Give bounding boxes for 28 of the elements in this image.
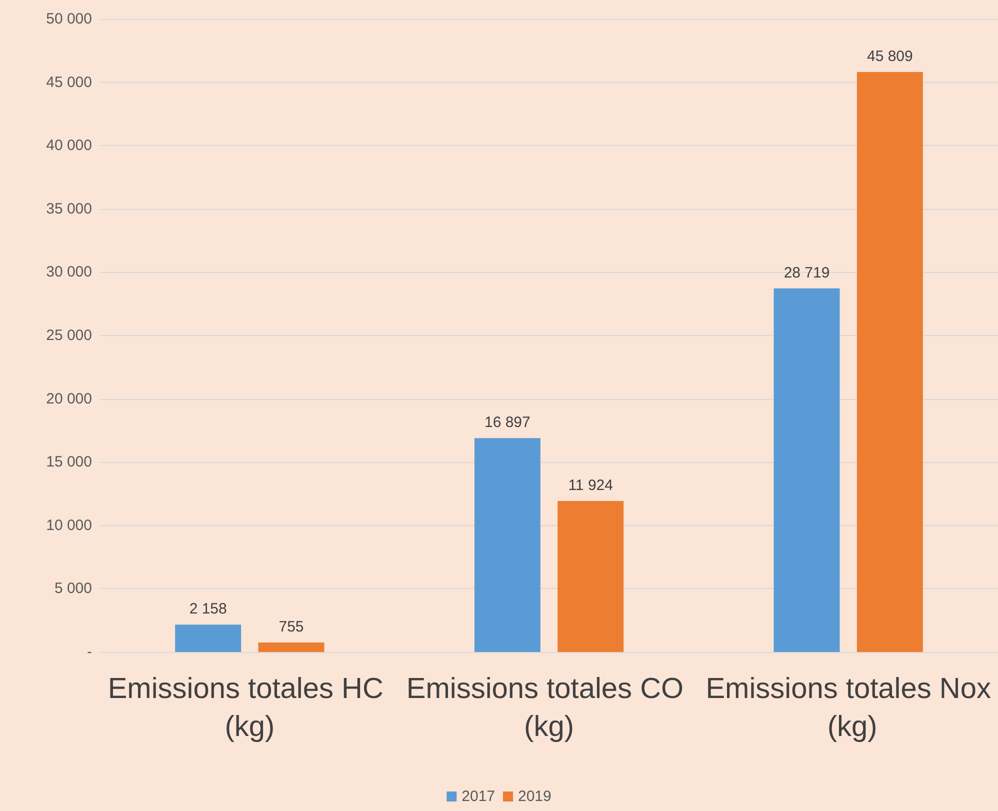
bar bbox=[474, 438, 540, 652]
bar bbox=[774, 288, 840, 652]
data-label: 45 809 bbox=[866, 48, 913, 66]
legend-label: 2019 bbox=[518, 788, 552, 805]
y-tick-label: 35 000 bbox=[46, 200, 92, 218]
y-tick-label: 20 000 bbox=[46, 390, 92, 408]
x-tick-label: Emissions totales Nox (kg) bbox=[706, 673, 992, 743]
bar bbox=[175, 624, 242, 652]
y-tick-label: - bbox=[87, 644, 92, 660]
y-tick-label: 25 000 bbox=[46, 327, 92, 344]
data-label: 2 158 bbox=[189, 600, 227, 618]
x-tick-label: Emissions totales HC (kg) bbox=[108, 673, 392, 743]
y-tick-label: 5 000 bbox=[54, 580, 92, 598]
legend-label: 2017 bbox=[462, 788, 496, 805]
data-label: 16 897 bbox=[484, 414, 530, 432]
y-tick-label: 30 000 bbox=[46, 264, 92, 281]
bar bbox=[558, 501, 624, 652]
data-label: 755 bbox=[278, 618, 304, 636]
bar bbox=[856, 72, 923, 652]
data-label: 28 719 bbox=[784, 264, 830, 282]
x-tick-label: Emissions totales CO (kg) bbox=[406, 673, 692, 743]
y-tick-label: 40 000 bbox=[46, 137, 92, 154]
data-label: 11 924 bbox=[568, 477, 613, 494]
y-tick-label: 50 000 bbox=[46, 10, 92, 28]
bar bbox=[258, 642, 324, 652]
y-tick-label: 15 000 bbox=[46, 454, 92, 471]
y-tick-label: 45 000 bbox=[46, 74, 92, 91]
y-tick-label: 10 000 bbox=[46, 516, 92, 534]
